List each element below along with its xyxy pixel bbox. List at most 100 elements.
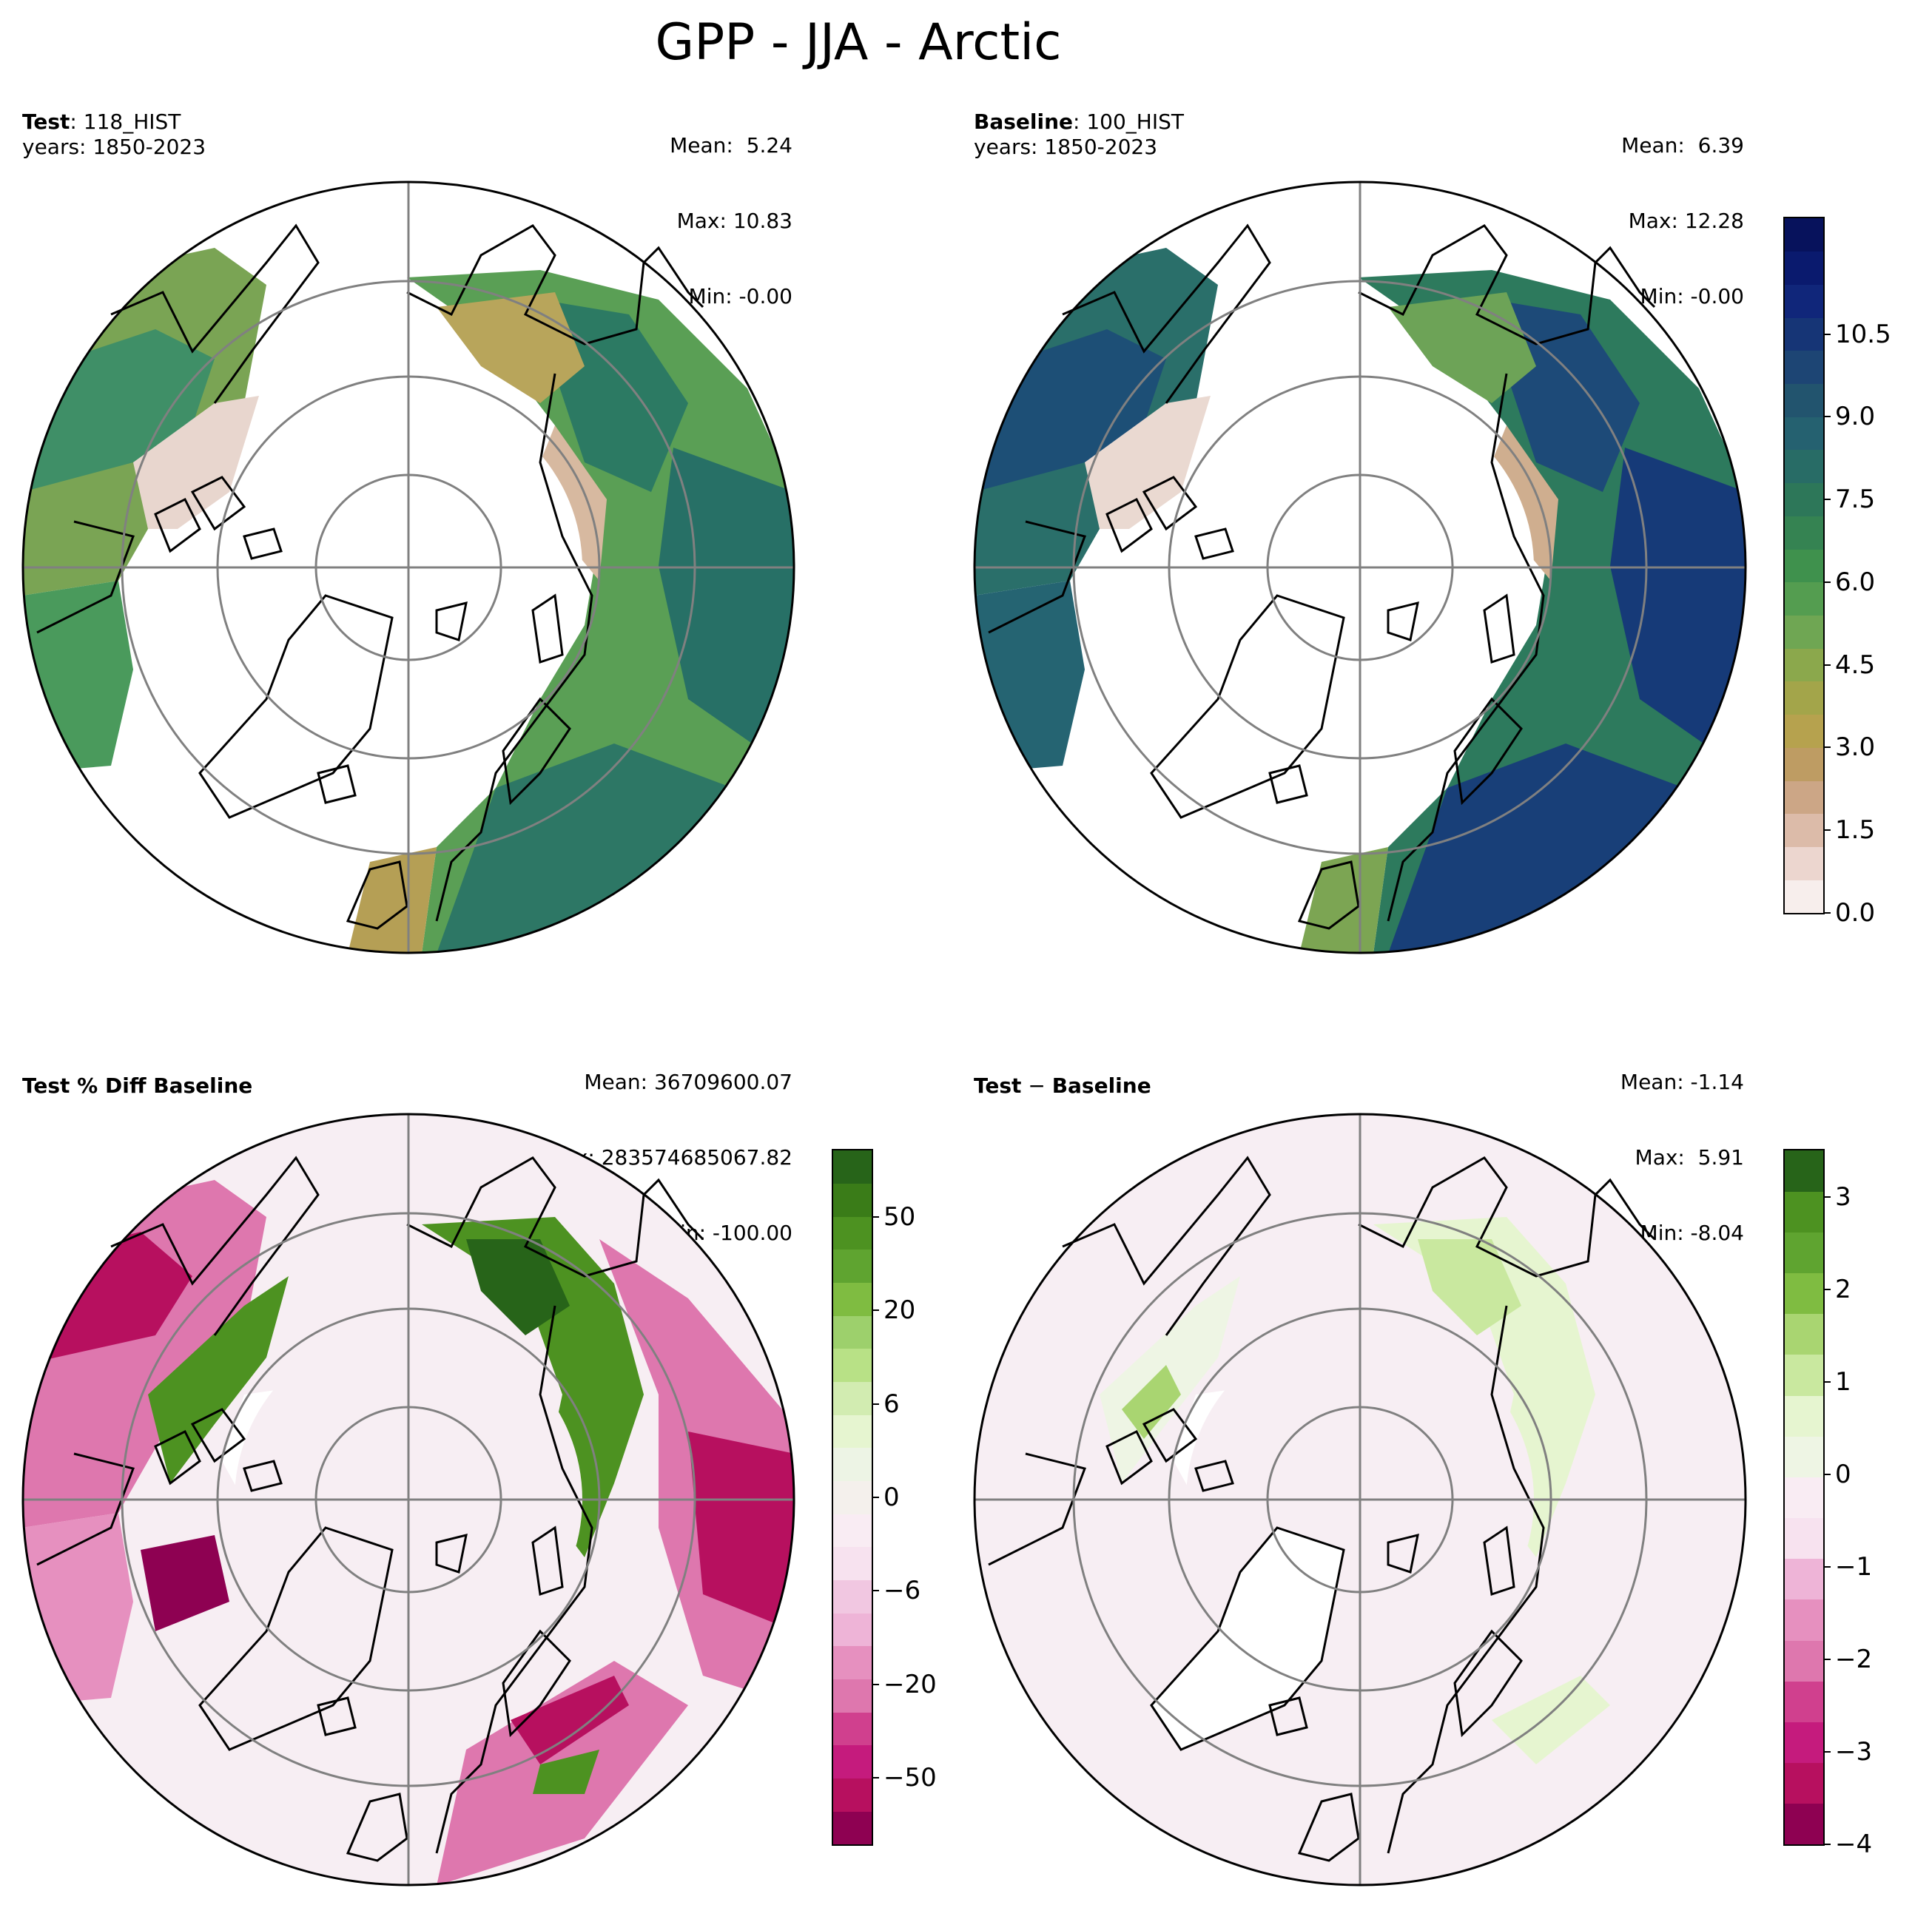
colorbar-band (1785, 1803, 1823, 1845)
colorbar-band (833, 1778, 872, 1812)
colorbar-tick-label: 7.5 (1835, 485, 1876, 515)
pctdiff-mean: Mean: 36709600.07 (584, 1070, 792, 1094)
colorbar-band (1785, 1313, 1823, 1355)
colorbar-band (1785, 1436, 1823, 1477)
colorbar-band (1785, 1150, 1823, 1192)
colorbar-band (1785, 383, 1823, 417)
colorbar-band (833, 1183, 872, 1217)
baseline-label-rest: : 100_HIST (1073, 109, 1184, 134)
colorbar-band (833, 1514, 872, 1548)
colorbar-tick-label: −3 (1835, 1736, 1873, 1767)
figure-title: GPP - JJA - Arctic (655, 13, 1062, 72)
colorbar-band (833, 1811, 872, 1845)
colorbar-tick-label: 4.5 (1835, 650, 1876, 680)
colorbar-band (1785, 648, 1823, 682)
test-years: years: 1850-2023 (22, 135, 206, 159)
colorbar-band (833, 1216, 872, 1250)
colorbar-band (1785, 846, 1823, 880)
colorbar-band (1785, 284, 1823, 318)
colorbar-band (833, 1646, 872, 1680)
colorbar-band (833, 1679, 872, 1713)
baseline-stats: Mean: 6.39 Max: 12.28 Min: -0.00 (1621, 83, 1744, 334)
colorbar-band (1785, 581, 1823, 616)
diff-label-sep: − (1021, 1073, 1052, 1098)
diff-panel-label: Test − Baseline (974, 1073, 1151, 1099)
colorbar-band (833, 1282, 872, 1316)
colorbar-tick (1823, 746, 1831, 749)
colorbar-tick (872, 1403, 879, 1405)
diff-label-bold: Test (974, 1073, 1022, 1098)
colorbar-tick (1823, 499, 1831, 501)
colorbar-band (833, 1415, 872, 1449)
colorbar-band (1785, 417, 1823, 451)
colorbar-tick-label: −6 (883, 1576, 921, 1606)
colorbar-band (1785, 1762, 1823, 1804)
colorbar-band (1785, 1558, 1823, 1600)
baseline-years: years: 1850-2023 (974, 135, 1158, 159)
baseline-polar-map (973, 181, 1747, 954)
colorbar-tick (1823, 1288, 1831, 1290)
gpp-colorbar: 0.0 1.5 3.0 4.5 6.0 7.5 9.0 10.5 (1783, 217, 1891, 925)
diff-colorbar: −4 −3 −2 −1 0 1 2 3 (1783, 1149, 1872, 1857)
baseline-mean: Mean: 6.39 (1621, 133, 1744, 158)
colorbar-tick (872, 1497, 879, 1498)
colorbar-band (1785, 317, 1823, 351)
colorbar-tick-label: 2 (1835, 1274, 1851, 1304)
colorbar-band (1785, 1599, 1823, 1641)
colorbar-tick-label: 20 (883, 1295, 916, 1326)
pctdiff-min: Min: -100.00 (662, 1221, 792, 1245)
colorbar-band (833, 1480, 872, 1514)
pctdiff-panel-label: Test % Diff Baseline (22, 1073, 252, 1099)
colorbar-band (1785, 1517, 1823, 1560)
colorbar-tick (1823, 333, 1831, 335)
colorbar-band (833, 1613, 872, 1647)
diff-polar-map (973, 1113, 1747, 1887)
colorbar-band (1785, 549, 1823, 583)
colorbar-tick (1823, 1473, 1831, 1475)
test-label-bold: Test (22, 109, 70, 134)
colorbar-tick-label: −2 (1835, 1644, 1873, 1674)
diff-mean: Mean: -1.14 (1620, 1070, 1744, 1094)
test-polar-map (21, 181, 795, 954)
colorbar-band (833, 1579, 872, 1614)
colorbar-band (833, 1315, 872, 1349)
colorbar-tick (872, 1309, 879, 1312)
colorbar-tick-label: 9.0 (1835, 402, 1876, 432)
colorbar-band (1785, 251, 1823, 285)
colorbar-tick (872, 1216, 879, 1218)
colorbar-tick-label: 10.5 (1835, 319, 1891, 349)
test-max: Max: 10.83 (676, 209, 792, 233)
colorbar-band (833, 1547, 872, 1581)
colorbar-band (833, 1250, 872, 1284)
colorbar-tick (1823, 1844, 1831, 1845)
colorbar-tick-label: −1 (1835, 1551, 1873, 1582)
baseline-min: Min: -0.00 (1640, 284, 1744, 308)
colorbar-tick-label: −4 (1835, 1830, 1873, 1859)
colorbar-tick (1823, 1196, 1831, 1198)
colorbar-band (1785, 615, 1823, 649)
diff-stats: Mean: -1.14 Max: 5.91 Min: -8.04 (1620, 1019, 1744, 1271)
diff-max: Max: 5.91 (1635, 1145, 1744, 1170)
test-min: Min: -0.00 (688, 284, 792, 308)
pctdiff-label-bold: Test % Diff Baseline (22, 1073, 253, 1098)
baseline-label-bold: Baseline (974, 109, 1074, 134)
colorbar-band (1785, 747, 1823, 781)
colorbar-band (1785, 681, 1823, 715)
colorbar-tick-label: 3 (1835, 1181, 1851, 1212)
colorbar-tick-label: 1 (1835, 1366, 1851, 1397)
test-label-rest: : 118_HIST (70, 109, 181, 134)
colorbar-tick-label: 0.0 (1835, 898, 1876, 928)
colorbar-band (1785, 218, 1823, 252)
colorbar-band (1785, 1232, 1823, 1274)
colorbar-band (833, 1448, 872, 1482)
colorbar-band (1785, 1681, 1823, 1722)
colorbar-tick-label: −50 (883, 1762, 937, 1793)
pctdiff-polar-map (21, 1113, 795, 1887)
colorbar-band (1785, 1640, 1823, 1682)
colorbar-tick (872, 1590, 879, 1592)
colorbar-tick-label: 50 (883, 1202, 916, 1233)
colorbar-tick (1823, 1750, 1831, 1753)
pctdiff-colorbar: −50 −20 −6 0 6 20 50 (832, 1149, 937, 1846)
colorbar-band (833, 1745, 872, 1779)
colorbar-tick (1823, 912, 1831, 914)
